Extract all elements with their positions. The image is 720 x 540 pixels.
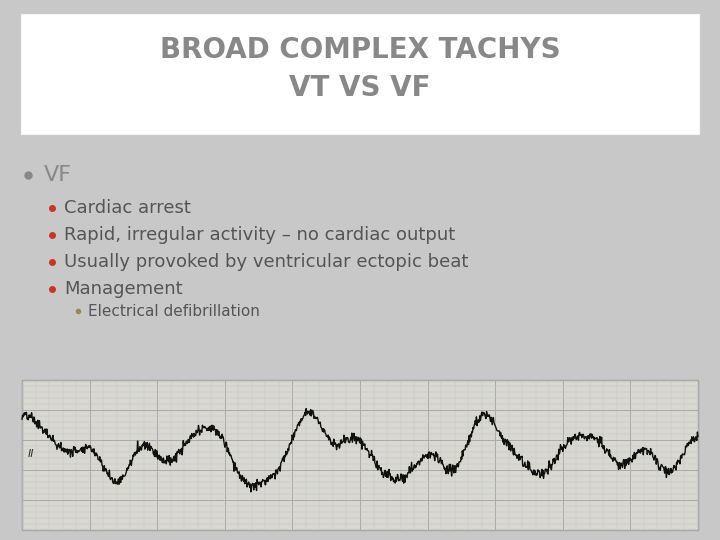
Text: VF: VF (44, 165, 72, 185)
Text: Management: Management (64, 280, 183, 298)
Bar (20, 13, 700, 135)
Text: BROAD COMPLEX TACHYS: BROAD COMPLEX TACHYS (160, 36, 560, 64)
Text: II: II (28, 449, 35, 459)
Text: Cardiac arrest: Cardiac arrest (64, 199, 191, 217)
Bar (22, 380, 698, 530)
Text: Usually provoked by ventricular ectopic beat: Usually provoked by ventricular ectopic … (64, 253, 469, 271)
Text: Electrical defibrillation: Electrical defibrillation (88, 303, 260, 319)
Text: Rapid, irregular activity – no cardiac output: Rapid, irregular activity – no cardiac o… (64, 226, 455, 244)
Text: VT VS VF: VT VS VF (289, 74, 431, 102)
